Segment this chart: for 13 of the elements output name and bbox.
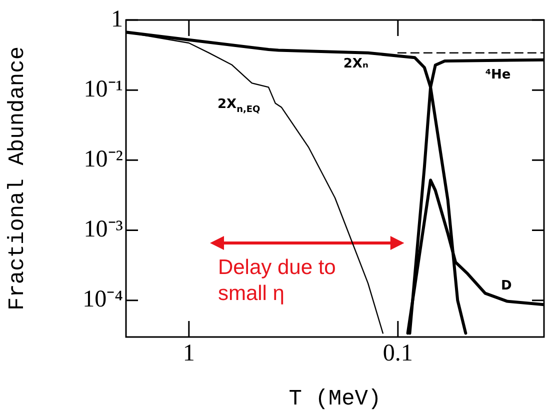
series-label: 2X$_{n,EQ}$ [218,96,260,114]
series-label: ⁴He [485,68,511,83]
y-tick-label: 10⁻⁴ [82,286,123,313]
series-label: 2Xₙ [343,56,368,72]
annotation: Delay due to small η [218,254,337,307]
y-axis-title: Fractional Abundance [5,46,30,311]
y-tick-label: 10⁻¹ [84,76,123,102]
x-tick-label: 0.1 [382,340,413,367]
y-tick-label: 10⁻² [84,146,123,172]
y-tick-label: 10⁻³ [84,216,123,243]
x-axis-title: T (MeV) [288,386,382,412]
series-label: D [500,278,512,294]
y-tick-label: 1 [111,6,123,32]
